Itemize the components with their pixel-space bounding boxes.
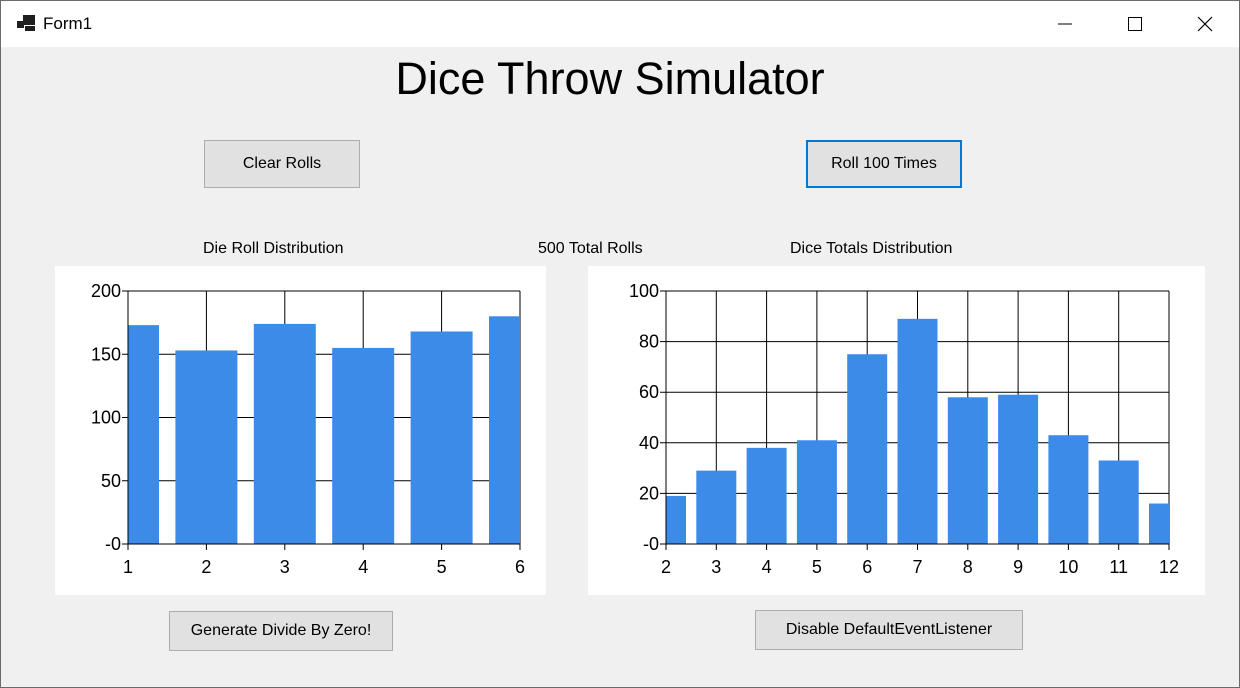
bars-group — [128, 316, 520, 544]
window-title: Form1 — [43, 14, 93, 33]
chart-plot: -0 50 100 150 200 1 2 3 4 5 6 — [91, 281, 525, 577]
x-tick-label: 3 — [711, 557, 721, 577]
y-tick-label: 200 — [91, 281, 121, 301]
x-tick-label: 8 — [963, 557, 973, 577]
chart-bar — [947, 397, 988, 544]
x-tick-label: 7 — [912, 557, 922, 577]
die-roll-chart: -0 50 100 150 200 1 2 3 4 5 6 — [55, 266, 546, 595]
title-bar[interactable]: Form1 — [1, 1, 1239, 47]
y-tick-label: 50 — [101, 471, 121, 491]
minimize-button[interactable] — [1030, 1, 1100, 47]
x-tick-label: 5 — [812, 557, 822, 577]
close-icon — [1197, 16, 1213, 32]
chart-bar — [1098, 460, 1139, 544]
maximize-button[interactable] — [1100, 1, 1170, 47]
y-tick-label: 40 — [639, 433, 659, 453]
chart-bar — [332, 347, 395, 544]
x-tick-label: 1 — [123, 557, 133, 577]
y-tick-label: -0 — [643, 534, 659, 554]
generate-divide-by-zero-button[interactable]: Generate Divide By Zero! — [169, 611, 393, 651]
y-tick-label: 150 — [91, 344, 121, 364]
chart-bar — [746, 447, 787, 544]
y-tick-label: 20 — [639, 483, 659, 503]
close-button[interactable] — [1170, 1, 1240, 47]
chart-bar — [696, 470, 737, 544]
x-tick-label: 4 — [358, 557, 368, 577]
chart-bar — [489, 316, 520, 544]
chart-bar — [128, 325, 159, 544]
roll-100-times-button[interactable]: Roll 100 Times — [806, 140, 962, 188]
clear-rolls-button[interactable]: Clear Rolls — [204, 140, 360, 188]
die-chart-title: Die Roll Distribution — [203, 240, 344, 257]
x-tick-label: 3 — [280, 557, 290, 577]
x-tick-label: 6 — [515, 557, 525, 577]
chart-bar — [897, 318, 938, 544]
y-tick-label: 60 — [639, 382, 659, 402]
app-icon — [17, 15, 35, 31]
y-tick-label: 100 — [91, 408, 121, 428]
bars-group — [666, 318, 1169, 544]
x-tick-label: 2 — [201, 557, 211, 577]
x-tick-label: 5 — [437, 557, 447, 577]
chart-bar — [1048, 435, 1089, 544]
minimize-icon — [1058, 23, 1072, 25]
x-tick-label: 4 — [762, 557, 772, 577]
chart-bar — [998, 394, 1039, 544]
y-tick-label: -0 — [105, 534, 121, 554]
chart-bar — [175, 350, 238, 544]
chart-bar — [666, 495, 686, 544]
chart-bar — [410, 331, 473, 544]
disable-default-event-listener-button[interactable]: Disable DefaultEventListener — [755, 610, 1023, 650]
page-title: Dice Throw Simulator — [395, 53, 825, 104]
maximize-icon — [1128, 17, 1142, 31]
chart-bar — [796, 440, 837, 544]
chart-bar — [1149, 503, 1169, 544]
chart-bar — [253, 323, 316, 544]
x-tick-label: 12 — [1159, 557, 1179, 577]
x-tick-label: 6 — [862, 557, 872, 577]
dice-totals-chart: -0 20 40 60 80 100 2 3 4 5 6 7 8 9 10 11 12 — [588, 266, 1205, 595]
x-tick-label: 10 — [1058, 557, 1078, 577]
chart-bar — [847, 354, 888, 544]
total-rolls-label: 500 Total Rolls — [538, 240, 643, 257]
y-tick-label: 100 — [629, 281, 659, 301]
x-tick-label: 11 — [1109, 557, 1128, 577]
chart-plot: -0 20 40 60 80 100 2 3 4 5 6 7 8 9 10 11 12 — [629, 281, 1179, 577]
x-tick-label: 9 — [1013, 557, 1023, 577]
totals-chart-title: Dice Totals Distribution — [790, 240, 953, 257]
y-tick-label: 80 — [639, 332, 659, 352]
x-tick-label: 2 — [661, 557, 671, 577]
